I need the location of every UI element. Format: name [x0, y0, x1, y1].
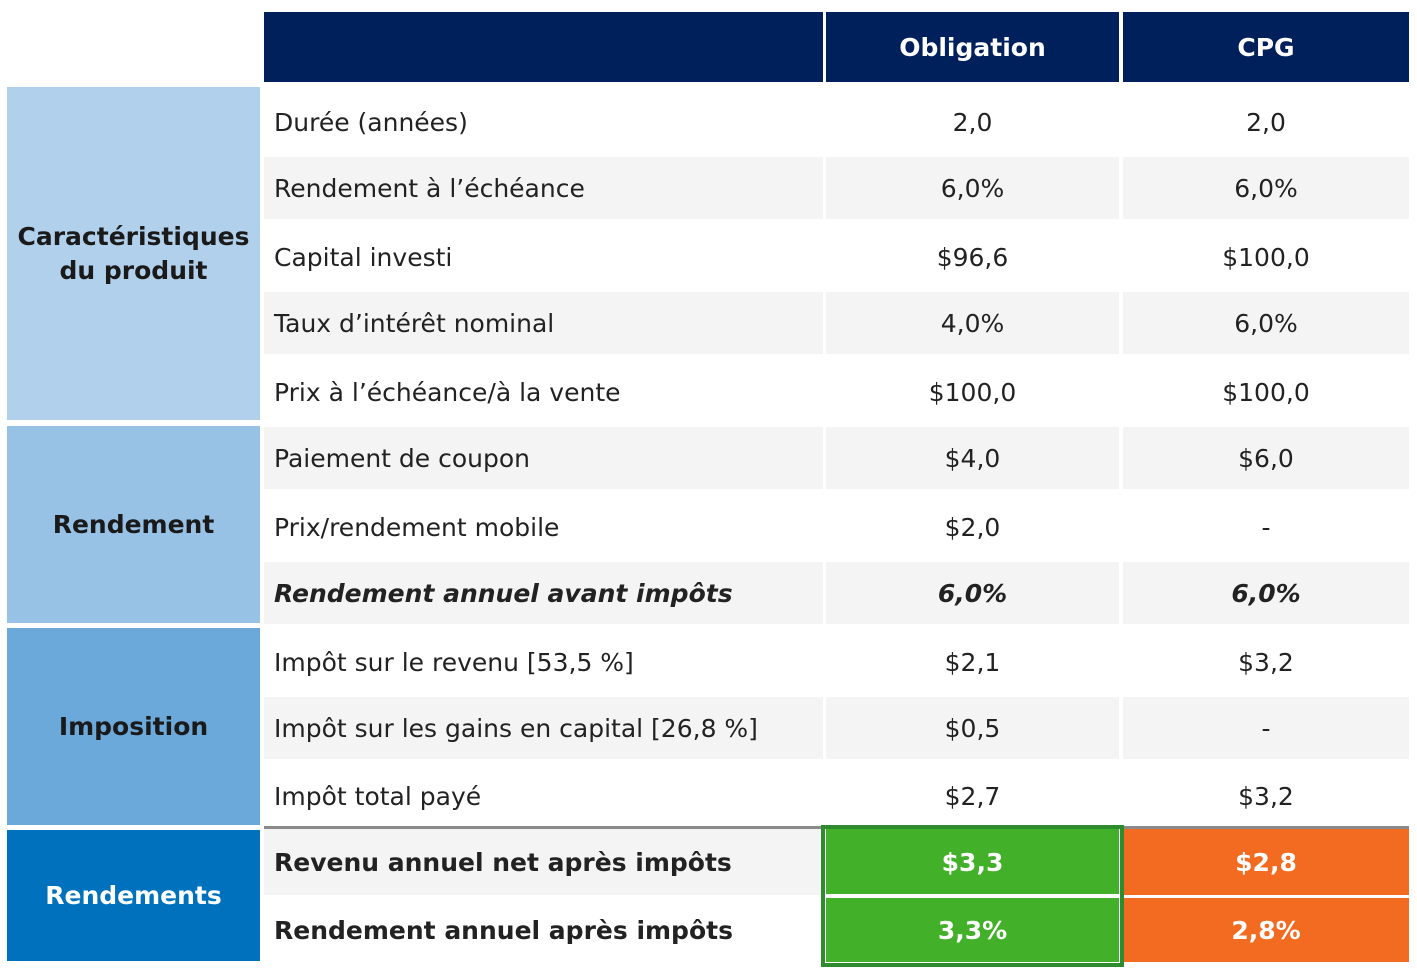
row-label: Prix à l’échéance/à la vente [274, 378, 621, 407]
row-value-cpg: 2,0 [1246, 108, 1286, 137]
row-value-cpg: $3,2 [1238, 648, 1294, 677]
row-label: Rendement annuel après impôts [274, 915, 733, 945]
section-rendements: Rendements [7, 830, 260, 961]
row-value-obligation: 6,0% [826, 562, 1119, 624]
row-value-cpg: - [1123, 697, 1409, 759]
header-obligation: Obligation [826, 12, 1119, 82]
section-imposition: Imposition [7, 628, 260, 825]
row-value-obligation: $2,1 [944, 648, 1001, 677]
row-value-cpg: $3,2 [1238, 781, 1294, 811]
results-divider [825, 894, 1120, 897]
row-label: Impôt total payé [274, 781, 482, 811]
section-caracteristiques: Caractéristiques du produit [7, 87, 260, 420]
row-value-obligation: $100,0 [928, 378, 1017, 407]
row-value-obligation: $4,0 [826, 427, 1119, 489]
row-label: Taux d’intérêt nominal [264, 292, 823, 354]
row-label: Impôt sur les gains en capital [26,8 %] [264, 697, 823, 759]
result-cpg-after-tax-yield: 2,8% [1123, 898, 1409, 962]
row-value-cpg: $100,0 [1222, 243, 1310, 272]
result-cpg-net-income: $2,8 [1123, 829, 1409, 895]
row-value-obligation: $2,0 [944, 513, 1001, 542]
section-rendement: Rendement [7, 426, 260, 623]
result-obligation-net-income: $3,3 [826, 829, 1119, 895]
header-blank [264, 12, 823, 82]
row-label: Rendement annuel avant impôts [264, 562, 823, 624]
row-label: Durée (années) [274, 108, 468, 137]
row-label: Impôt sur le revenu [53,5 %] [274, 648, 634, 677]
row-value-cpg: $100,0 [1222, 378, 1310, 407]
row-value-obligation: 4,0% [826, 292, 1119, 354]
result-obligation-after-tax-yield: 3,3% [826, 898, 1119, 962]
row-value-obligation: $96,6 [936, 243, 1009, 272]
row-value-cpg: 6,0% [1123, 157, 1409, 219]
row-value-cpg: - [1261, 513, 1271, 542]
header-cpg: CPG [1123, 12, 1409, 82]
row-value-obligation: $0,5 [826, 697, 1119, 759]
obligation-highlight-frame [821, 825, 1124, 967]
row-value-cpg: 6,0% [1123, 562, 1409, 624]
row-value-obligation: $2,7 [944, 781, 1001, 811]
row-label: Paiement de coupon [264, 427, 823, 489]
row-label: Prix/rendement mobile [274, 513, 560, 542]
row-value-obligation: 2,0 [952, 108, 993, 137]
row-label: Revenu annuel net après impôts [264, 829, 823, 895]
row-value-cpg: 6,0% [1123, 292, 1409, 354]
row-value-obligation: 6,0% [826, 157, 1119, 219]
row-label: Capital investi [274, 243, 453, 272]
row-value-cpg: $6,0 [1123, 427, 1409, 489]
row-label: Rendement à l’échéance [264, 157, 823, 219]
